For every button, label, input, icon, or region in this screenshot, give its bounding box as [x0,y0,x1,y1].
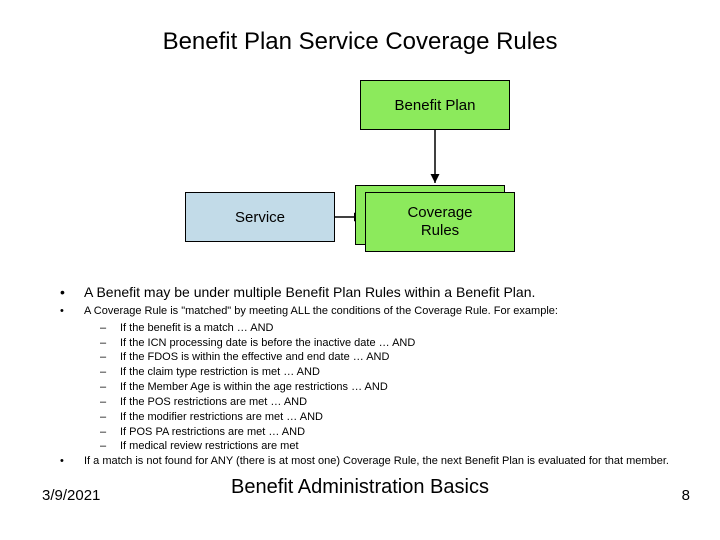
box-service: Service [185,192,335,242]
sub-bullet: –If POS PA restrictions are met … AND [100,425,680,440]
footer: 3/9/2021 Benefit Administration Basics 8 [0,476,720,520]
sub-text: If the FDOS is within the effective and … [120,350,389,365]
dash-icon: – [100,365,120,380]
sub-bullet: –If medical review restrictions are met [100,439,680,454]
bullet-text: If a match is not found for ANY (there i… [84,454,669,469]
bullet-dot-icon: • [60,304,84,319]
sub-bullet: –If the Member Age is within the age res… [100,380,680,395]
sub-bullet: –If the benefit is a match … AND [100,321,680,336]
sub-bullet: –If the FDOS is within the effective and… [100,350,680,365]
bullet-text: A Coverage Rule is "matched" by meeting … [84,304,558,319]
box-coverage-rules: Coverage Rules [365,192,515,252]
sub-text: If the claim type restriction is met … A… [120,365,320,380]
footer-title: Benefit Administration Basics [0,476,720,498]
footer-page-number: 8 [682,487,690,504]
sub-text: If the POS restrictions are met … AND [120,395,307,410]
bullet-dot-icon: • [60,283,84,302]
sub-text: If the modifier restrictions are met … A… [120,410,323,425]
bullet-1: • A Benefit may be under multiple Benefi… [60,283,680,302]
dash-icon: – [100,350,120,365]
bullet-text: A Benefit may be under multiple Benefit … [84,283,535,302]
dash-icon: – [100,395,120,410]
dash-icon: – [100,425,120,440]
slide-title: Benefit Plan Service Coverage Rules [0,28,720,56]
dash-icon: – [100,439,120,454]
dash-icon: – [100,336,120,351]
dash-icon: – [100,380,120,395]
sub-text: If medical review restrictions are met [120,439,299,454]
sub-bullet: –If the ICN processing date is before th… [100,336,680,351]
sub-text: If the Member Age is within the age rest… [120,380,388,395]
bullet-list: • A Benefit may be under multiple Benefi… [60,283,680,471]
sub-bullet: –If the claim type restriction is met … … [100,365,680,380]
bullet-dot-icon: • [60,454,84,469]
dash-icon: – [100,410,120,425]
sub-text: If the ICN processing date is before the… [120,336,415,351]
dash-icon: – [100,321,120,336]
sub-text: If the benefit is a match … AND [120,321,273,336]
sub-bullet: –If the modifier restrictions are met … … [100,410,680,425]
bullet-3: • If a match is not found for ANY (there… [60,454,680,469]
sub-text: If POS PA restrictions are met … AND [120,425,305,440]
box-benefit-plan: Benefit Plan [360,80,510,130]
sub-bullet: –If the POS restrictions are met … AND [100,395,680,410]
bullet-2: • A Coverage Rule is "matched" by meetin… [60,304,680,319]
diagram-area: Benefit Plan Service Coverage Rules [0,80,720,270]
